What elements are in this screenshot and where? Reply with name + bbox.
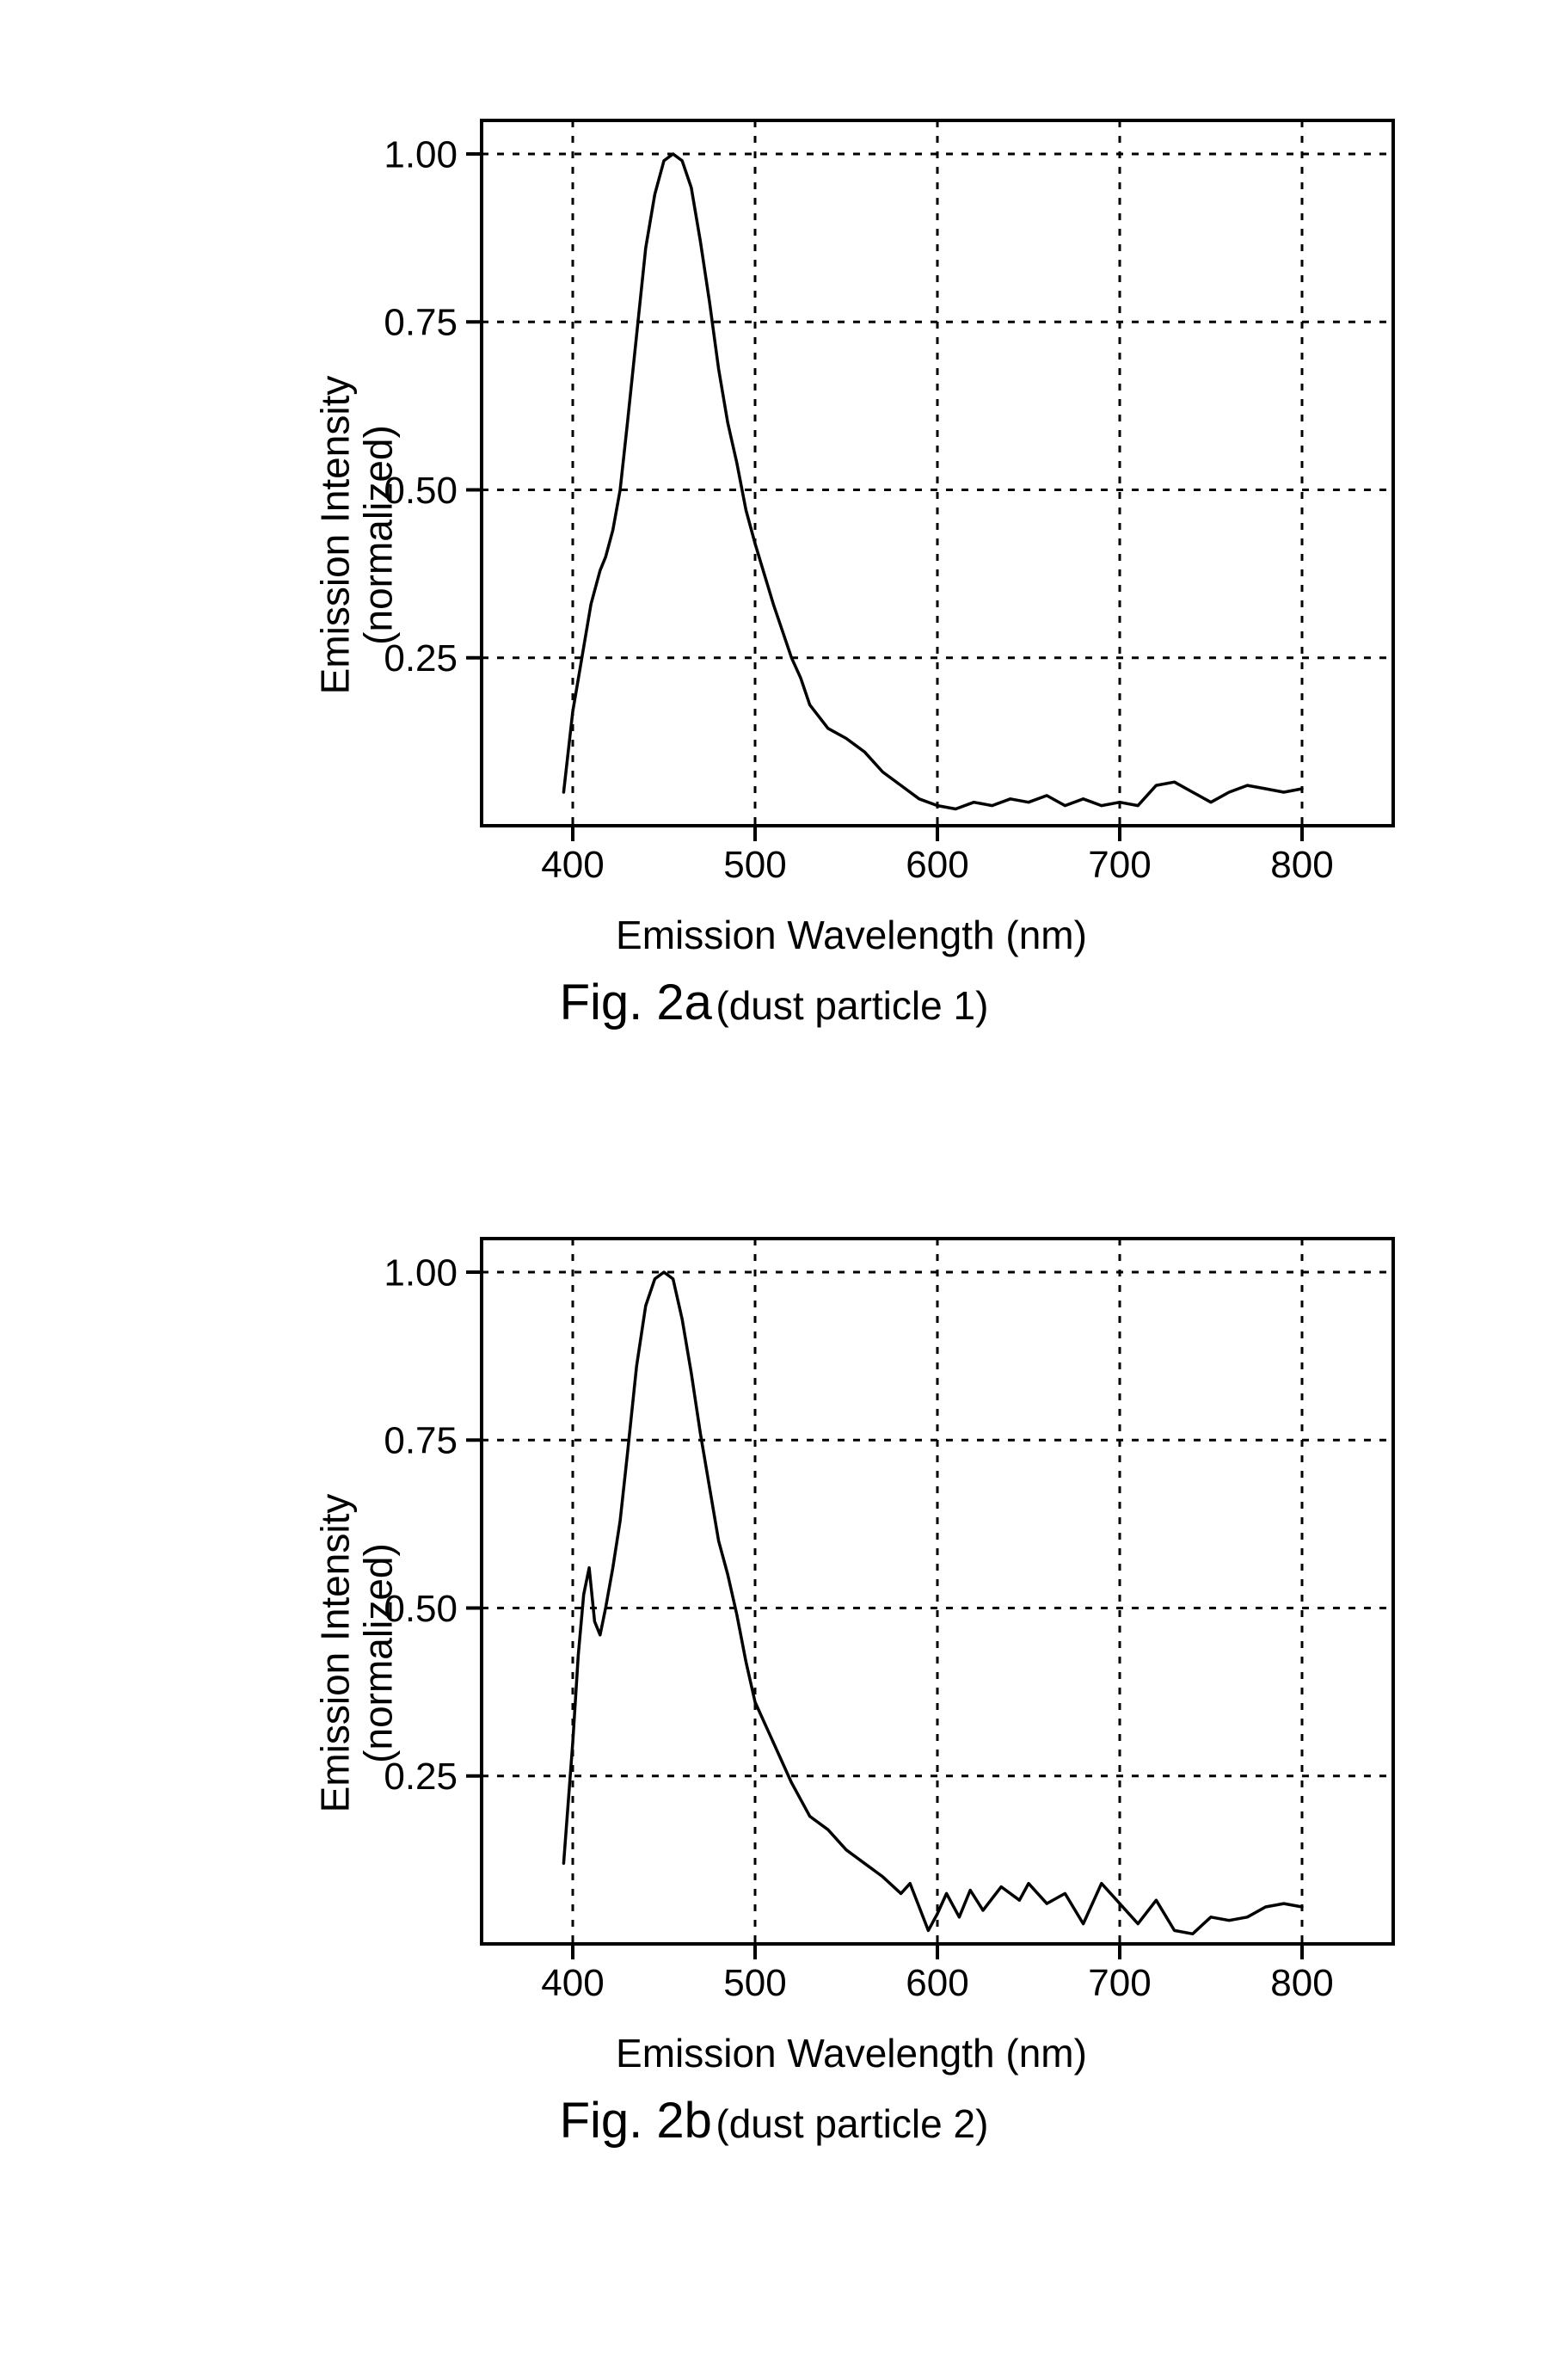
- svg-text:700: 700: [1088, 844, 1151, 886]
- svg-text:500: 500: [723, 1962, 786, 2004]
- svg-text:800: 800: [1270, 1962, 1333, 2004]
- svg-text:0.75: 0.75: [384, 302, 458, 344]
- svg-text:600: 600: [906, 844, 968, 886]
- svg-text:500: 500: [723, 844, 786, 886]
- y-axis-label-line1: Emission Intensity: [315, 376, 358, 695]
- svg-text:700: 700: [1088, 1962, 1151, 2004]
- chart-area-2a: Emission Intensity (normalized) 40050060…: [378, 112, 1324, 958]
- y-axis-label-line1-2b: Emission Intensity: [315, 1494, 358, 1813]
- caption-main-2b: Fig. 2b: [560, 2093, 712, 2149]
- svg-text:800: 800: [1270, 844, 1333, 886]
- caption-sub-2a: (dust particle 1): [716, 983, 988, 1028]
- caption-2b: Fig. 2b (dust particle 2): [172, 2092, 1376, 2149]
- svg-text:600: 600: [906, 1962, 968, 2004]
- svg-text:1.00: 1.00: [384, 133, 458, 175]
- svg-text:1.00: 1.00: [384, 1251, 458, 1294]
- chart-svg-2b: 4005006007008000.250.500.751.00: [378, 1230, 1410, 2013]
- y-axis-label-2b: Emission Intensity (normalized): [315, 1494, 400, 1813]
- figure-2b: Emission Intensity (normalized) 400 500 60…: [172, 1230, 1376, 2149]
- svg-text:400: 400: [541, 844, 604, 886]
- svg-text:400: 400: [541, 1962, 604, 2004]
- x-axis-label-text-2a: Emission Wavelength (nm): [616, 913, 1087, 957]
- svg-text:0.75: 0.75: [384, 1420, 458, 1462]
- page: Emission Intensity (normalized) 400 500 60…: [0, 0, 1548, 2380]
- caption-sub-2b: (dust particle 2): [716, 2101, 988, 2146]
- y-axis-label-line2: (normalized): [357, 376, 400, 695]
- caption-main-2a: Fig. 2a: [560, 975, 712, 1030]
- x-axis-label-2a: Emission Wavelength (nm): [378, 912, 1324, 958]
- x-axis-label-text-2b: Emission Wavelength (nm): [616, 2031, 1087, 2076]
- y-axis-label-2a: Emission Intensity (normalized): [315, 376, 400, 695]
- caption-2a: Fig. 2a (dust particle 1): [172, 974, 1376, 1031]
- figure-2a: Emission Intensity (normalized) 400 500 60…: [172, 112, 1376, 1031]
- y-axis-label-line2-2b: (normalized): [357, 1494, 400, 1813]
- x-axis-label-2b: Emission Wavelength (nm): [378, 2030, 1324, 2076]
- chart-svg-2a: 4005006007008000.250.500.751.00: [378, 112, 1410, 895]
- chart-area-2b: Emission Intensity (normalized) 40050060…: [378, 1230, 1324, 2076]
